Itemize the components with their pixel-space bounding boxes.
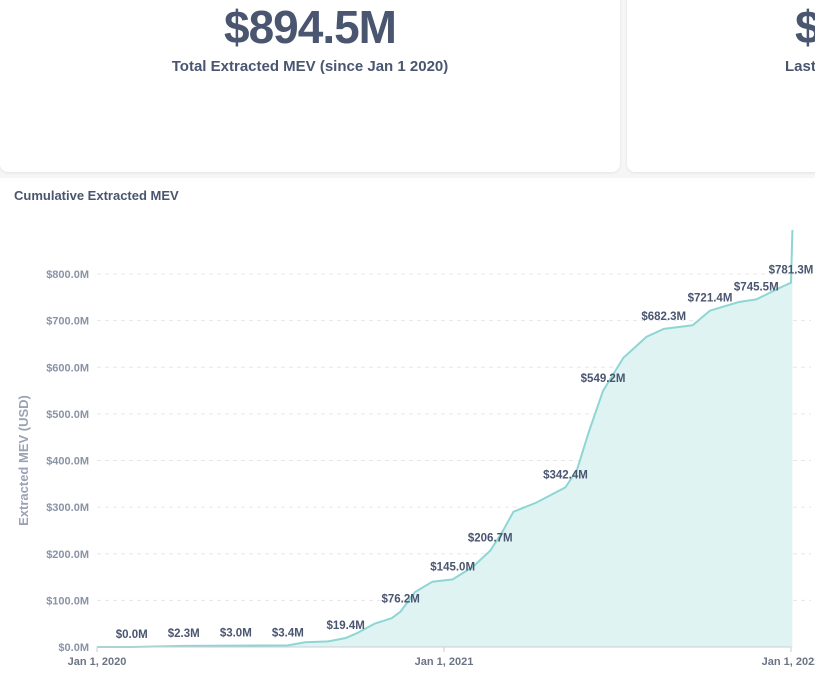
area-fill — [97, 229, 793, 647]
data-label: $76.2M — [381, 593, 419, 605]
data-label: $206.7M — [468, 533, 513, 545]
data-label: $745.5M — [734, 281, 779, 293]
y-tick-label: $800.0M — [46, 269, 89, 281]
x-tick-label: Jan 1, 2021 — [415, 656, 474, 668]
y-tick-label: $200.0M — [46, 549, 89, 561]
data-label: $0.0M — [116, 629, 148, 641]
series-line — [97, 229, 794, 648]
last-period-mev-card: $ Last — [627, 0, 815, 172]
y-tick-label: $300.0M — [46, 502, 89, 514]
y-tick-label: $600.0M — [46, 362, 89, 374]
x-tick-label: Jan 1, 2022 — [762, 656, 815, 668]
last-period-mev-label: Last — [785, 58, 815, 75]
data-label: $781.3M — [769, 265, 814, 277]
y-tick-label: $400.0M — [46, 456, 89, 468]
data-label: $3.0M — [220, 628, 252, 640]
last-period-mev-value: $ — [795, 1, 815, 53]
y-tick-label: $700.0M — [46, 316, 89, 328]
data-label: $721.4M — [688, 293, 733, 305]
total-mev-label: Total Extracted MEV (since Jan 1 2020) — [171, 58, 449, 75]
data-label: $19.4M — [327, 620, 365, 632]
data-label: $2.3M — [168, 628, 200, 640]
data-label: $549.2M — [581, 373, 626, 385]
total-mev-value: $894.5M — [223, 1, 397, 53]
cumulative-mev-chart: $0.0M $100.0M $200.0M $300.0M $400.0M $500.0M… — [16, 229, 815, 668]
y-axis-label: Extracted MEV (USD) — [16, 395, 31, 526]
total-mev-card: $894.5M Total Extracted MEV (since Jan 1… — [0, 0, 620, 172]
x-tick-label: Jan 1, 2020 — [68, 656, 127, 668]
data-label: $3.4M — [272, 627, 304, 639]
data-label: $682.3M — [641, 311, 686, 323]
cumulative-mev-chart-panel: Cumulative Extracted MEV $0.0M $100.0M $20… — [0, 178, 815, 678]
area-series — [97, 229, 794, 648]
data-label: $145.0M — [430, 561, 475, 573]
axes: $0.0M $100.0M $200.0M $300.0M $400.0M $500.0M… — [16, 269, 815, 668]
y-tick-label: $100.0M — [46, 595, 89, 607]
y-tick-label: $0.0M — [58, 642, 89, 654]
data-label: $342.4M — [543, 469, 588, 481]
y-tick-label: $500.0M — [46, 409, 89, 421]
chart-title: Cumulative Extracted MEV — [14, 188, 179, 203]
data-labels: $0.0M $2.3M $3.0M $3.4M $19.4M $76.2M $145.0M $… — [116, 265, 814, 641]
